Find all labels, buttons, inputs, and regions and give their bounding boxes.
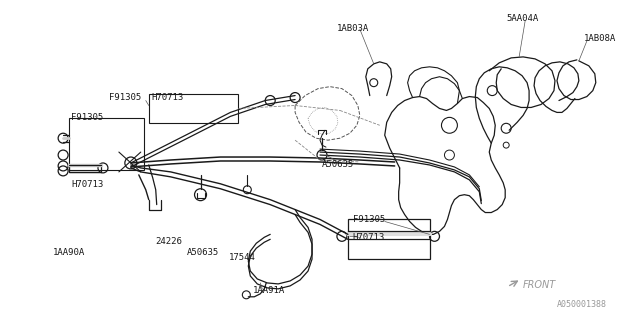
Text: H70713: H70713 <box>71 180 103 189</box>
Text: 24226: 24226 <box>156 237 182 246</box>
Bar <box>148 93 238 123</box>
Text: 1AB08A: 1AB08A <box>584 34 616 43</box>
Text: 1AB03A: 1AB03A <box>337 24 369 33</box>
Text: F91305: F91305 <box>353 215 385 224</box>
Text: H70713: H70713 <box>152 93 184 102</box>
Text: H70713: H70713 <box>353 233 385 242</box>
Text: A50635: A50635 <box>322 160 355 170</box>
Bar <box>69 118 144 170</box>
Text: A050001388: A050001388 <box>557 300 607 309</box>
Text: 1AA91A: 1AA91A <box>253 286 285 295</box>
Text: 5AA04A: 5AA04A <box>506 14 538 23</box>
Text: F91305: F91305 <box>109 93 141 102</box>
Text: A50635: A50635 <box>187 248 219 257</box>
Bar <box>348 220 429 259</box>
Text: 17544: 17544 <box>228 253 255 262</box>
Text: 1AA90A: 1AA90A <box>53 248 85 257</box>
Text: FRONT: FRONT <box>523 280 556 290</box>
Text: F91305: F91305 <box>71 113 103 122</box>
